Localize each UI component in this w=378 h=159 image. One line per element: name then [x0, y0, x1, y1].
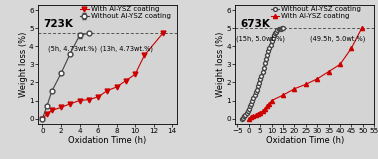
With Al-YSZ coating: [133, 73, 137, 75]
Without Al-YSZ coating: [258, 78, 263, 80]
Without Al-YSZ coating: [268, 44, 273, 45]
With Al-YSZ coating: [258, 112, 263, 114]
Without Al-YSZ coating: [242, 115, 246, 117]
Text: 723K: 723K: [43, 19, 73, 29]
Without Al-YSZ coating: [260, 71, 265, 73]
Text: (13h, 4.73wt.%): (13h, 4.73wt.%): [100, 45, 153, 52]
Text: (49.5h, 5.0wt.%): (49.5h, 5.0wt.%): [310, 35, 366, 41]
Without Al-YSZ coating: [266, 50, 271, 52]
Without Al-YSZ coating: [262, 67, 266, 69]
Without Al-YSZ coating: [270, 40, 274, 42]
With Al-YSZ coating: [59, 106, 63, 108]
With Al-YSZ coating: [338, 63, 342, 65]
Without Al-YSZ coating: [244, 112, 249, 114]
Without Al-YSZ coating: [281, 27, 285, 29]
With Al-YSZ coating: [260, 110, 265, 112]
Legend: Without Al-YSZ coating, With Al-YSZ coating: Without Al-YSZ coating, With Al-YSZ coat…: [269, 5, 363, 21]
With Al-YSZ coating: [96, 96, 100, 98]
With Al-YSZ coating: [251, 115, 256, 117]
Text: (15h, 5.0wt.%): (15h, 5.0wt.%): [236, 35, 285, 41]
With Al-YSZ coating: [246, 118, 251, 120]
With Al-YSZ coating: [87, 99, 91, 101]
With Al-YSZ coating: [292, 88, 297, 90]
Without Al-YSZ coating: [249, 103, 253, 105]
Without Al-YSZ coating: [276, 28, 281, 30]
Without Al-YSZ coating: [274, 31, 279, 32]
With Al-YSZ coating: [105, 90, 110, 92]
Line: With Al-YSZ coating: With Al-YSZ coating: [40, 31, 165, 121]
Without Al-YSZ coating: [279, 28, 283, 30]
Text: (5h, 4.73wt.%): (5h, 4.73wt.%): [48, 45, 97, 52]
Without Al-YSZ coating: [271, 37, 275, 39]
With Al-YSZ coating: [249, 116, 253, 118]
Without Al-YSZ coating: [241, 117, 245, 118]
With Al-YSZ coating: [281, 94, 285, 96]
Without Al-YSZ coating: [280, 28, 284, 29]
Without Al-YSZ coating: [259, 75, 264, 76]
With Al-YSZ coating: [304, 83, 308, 85]
Without Al-YSZ coating: [257, 82, 262, 84]
Line: With Al-YSZ coating: With Al-YSZ coating: [247, 26, 364, 121]
With Al-YSZ coating: [45, 113, 50, 115]
Without Al-YSZ coating: [263, 62, 267, 64]
Text: 673K: 673K: [241, 19, 271, 29]
X-axis label: Oxidation Time (h): Oxidation Time (h): [68, 136, 146, 145]
With Al-YSZ coating: [349, 47, 354, 49]
Without Al-YSZ coating: [248, 105, 252, 107]
Y-axis label: Weight loss (%): Weight loss (%): [19, 32, 28, 97]
With Al-YSZ coating: [256, 113, 260, 115]
X-axis label: Oxidation Time (h): Oxidation Time (h): [266, 136, 344, 145]
With Al-YSZ coating: [359, 27, 364, 29]
With Al-YSZ coating: [68, 103, 73, 105]
Without Al-YSZ coating: [253, 91, 258, 93]
Y-axis label: Weight loss (%): Weight loss (%): [216, 32, 225, 97]
Without Al-YSZ coating: [250, 100, 254, 102]
Without Al-YSZ coating: [245, 110, 250, 112]
Line: Without Al-YSZ coating: Without Al-YSZ coating: [240, 26, 285, 121]
With Al-YSZ coating: [267, 103, 272, 105]
Without Al-YSZ coating: [246, 108, 251, 110]
Without Al-YSZ coating: [277, 28, 282, 30]
Without Al-YSZ coating: [256, 86, 260, 87]
With Al-YSZ coating: [124, 80, 128, 82]
Without Al-YSZ coating: [273, 32, 277, 34]
With Al-YSZ coating: [50, 110, 54, 111]
With Al-YSZ coating: [315, 78, 319, 80]
Without Al-YSZ coating: [243, 114, 248, 116]
With Al-YSZ coating: [270, 100, 274, 101]
With Al-YSZ coating: [265, 105, 270, 107]
Without Al-YSZ coating: [240, 118, 244, 120]
With Al-YSZ coating: [40, 118, 45, 120]
Without Al-YSZ coating: [255, 89, 259, 91]
Without Al-YSZ coating: [272, 35, 276, 36]
Without Al-YSZ coating: [252, 94, 257, 96]
With Al-YSZ coating: [326, 71, 331, 73]
Without Al-YSZ coating: [251, 97, 256, 99]
Without Al-YSZ coating: [275, 29, 280, 31]
Without Al-YSZ coating: [267, 47, 272, 49]
With Al-YSZ coating: [77, 100, 82, 101]
With Al-YSZ coating: [161, 32, 165, 34]
With Al-YSZ coating: [114, 86, 119, 88]
Without Al-YSZ coating: [264, 58, 268, 60]
Legend: With Al-YSZ coating, Without Al-YSZ coating: With Al-YSZ coating, Without Al-YSZ coat…: [79, 5, 172, 21]
With Al-YSZ coating: [142, 54, 147, 56]
With Al-YSZ coating: [263, 108, 267, 110]
Without Al-YSZ coating: [265, 54, 270, 56]
With Al-YSZ coating: [253, 114, 258, 116]
